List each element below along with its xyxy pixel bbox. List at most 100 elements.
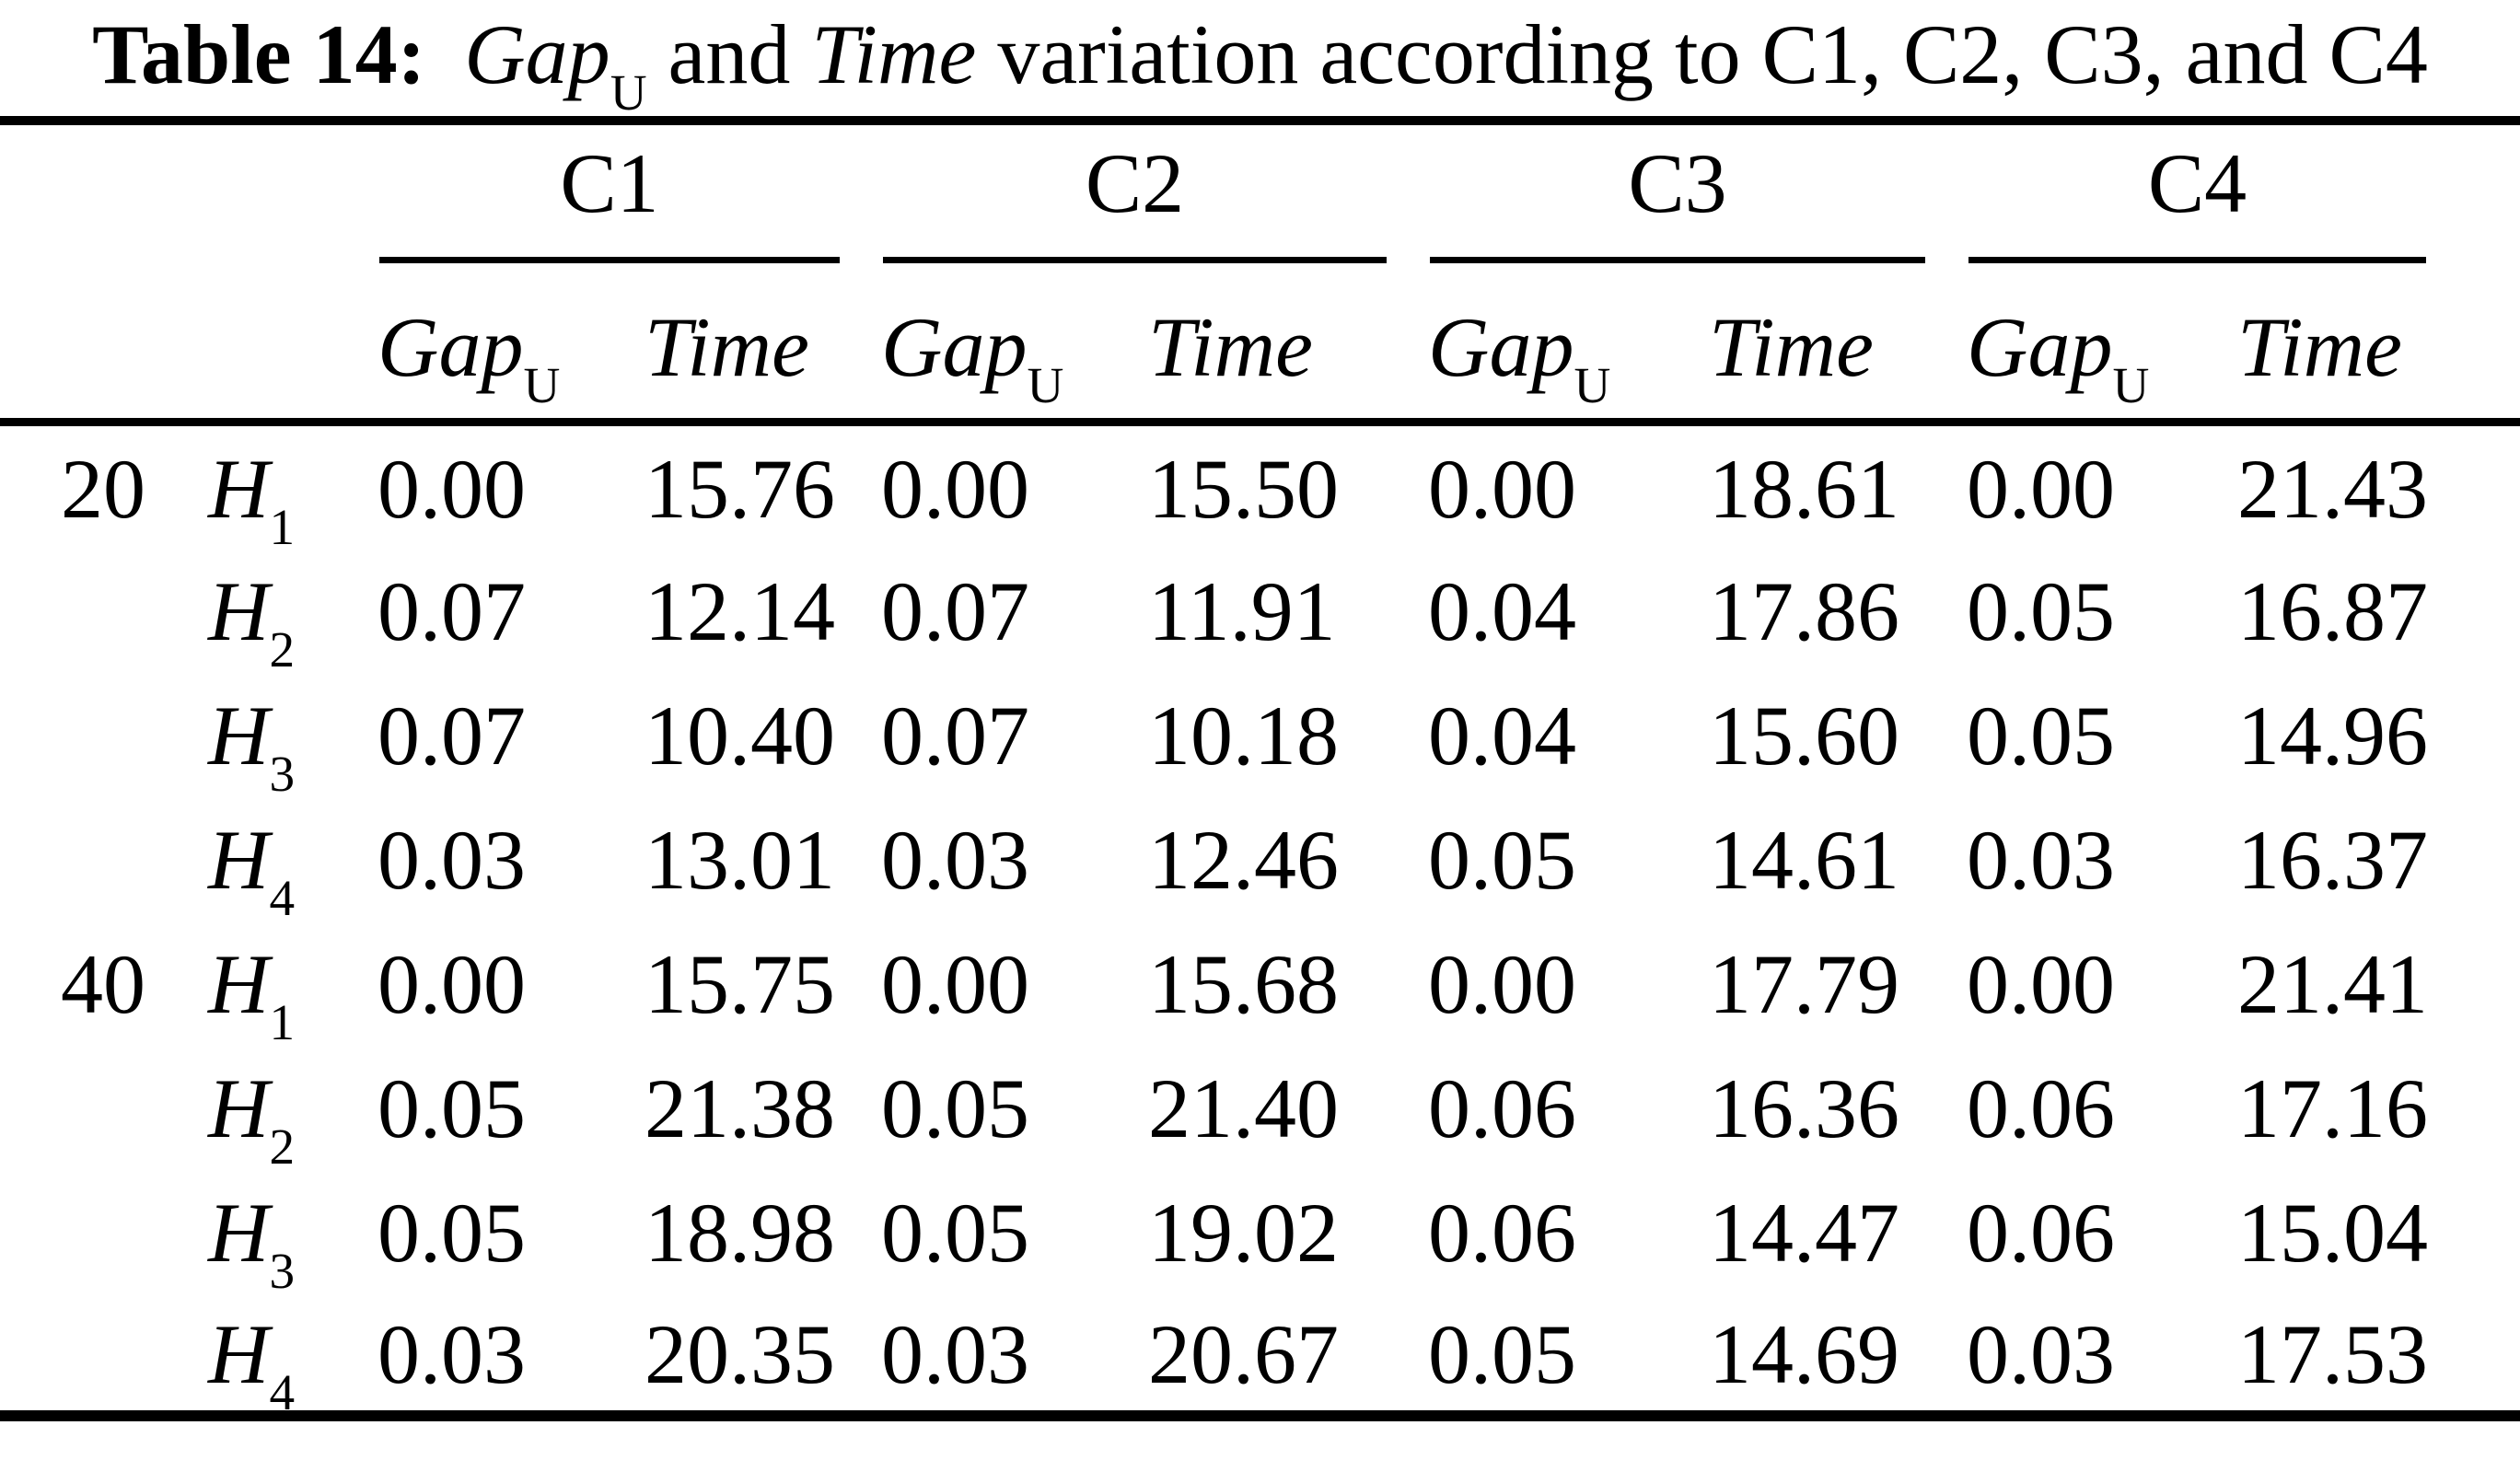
cell-c3-gap: 0.00 [1428,936,1576,1031]
cell-c2-gap: 0.00 [881,936,1029,1031]
cell-c3-gap: 0.06 [1428,1060,1576,1155]
cell-c1-gap: 0.07 [377,563,526,658]
cell-c3-time: 15.60 [1709,688,1899,782]
cell-c3-gap: 0.05 [1428,812,1576,907]
cell-c2-gap: 0.00 [881,442,1029,537]
cell-c2-gap: 0.03 [881,1306,1029,1401]
gap-subscript: U [523,357,561,414]
cell-c1-gap: 0.05 [377,1060,526,1155]
cell-c1-time: 13.01 [645,812,835,907]
cell-c4-gap: 0.03 [1967,1306,2115,1401]
table-row-40-h4: H4 0.03 20.35 0.03 20.67 0.05 14.69 0.03… [0,1292,2520,1418]
caption-gap-word: Gap [464,7,610,101]
caption-time-word: Time [811,7,977,101]
cell-c4-gap: 0.05 [1967,563,2115,658]
time-label: Time [1709,300,1874,395]
row-label-subscript: 2 [269,1118,296,1176]
group-size-cell [0,546,208,670]
group-header-c1-label: C1 [379,141,840,264]
subheader-row: GapU Time GapU Time GapU Time GapU Time [0,263,2520,426]
cell-c1-time: 10.40 [645,688,835,782]
cell-c3-time: 18.61 [1709,442,1899,537]
time-label: Time [645,300,809,395]
cell-c2-time: 12.46 [1148,812,1339,907]
row-label-subscript: 4 [269,1364,296,1421]
subheader-c3-time: Time [1709,263,1967,426]
group-header-c2-label: C2 [883,141,1387,264]
cell-c4-gap: 0.03 [1967,812,2115,907]
group-header-c3-label: C3 [1430,141,1925,264]
group-size-cell [0,794,208,919]
cell-c4-time: 15.04 [2237,1185,2428,1280]
table-row-20-h2: H2 0.07 12.14 0.07 11.91 0.04 17.86 0.05… [0,546,2520,675]
row-label-subscript: 3 [269,746,296,803]
cell-c4-gap: 0.06 [1967,1060,2115,1155]
row-label-cell: H3 [208,1167,377,1296]
results-table: C1 C2 C3 C4 GapU Time GapU Time GapU Tim… [0,116,2520,1422]
group-header-c2: C2 [881,121,1428,264]
group-size-cell [0,1292,208,1416]
cell-c4-time: 17.16 [2237,1060,2428,1155]
caption-label: Table 14: [92,7,426,101]
cell-c4-gap: 0.06 [1967,1185,2115,1280]
cell-c1-gap: 0.00 [377,442,526,537]
cell-c1-gap: 0.07 [377,688,526,782]
corner-cell [0,263,208,426]
cell-c1-gap: 0.03 [377,1306,526,1401]
row-label-subscript: 3 [269,1243,296,1300]
caption-and: and [646,7,812,101]
cell-c2-gap: 0.05 [881,1185,1029,1280]
row-label-h: H [208,442,270,537]
subheader-c2-time: Time [1148,263,1428,426]
cell-c3-time: 14.69 [1709,1306,1899,1401]
table-row-20-h3: H3 0.07 10.40 0.07 10.18 0.04 15.60 0.05… [0,670,2520,799]
cell-c2-time: 21.40 [1148,1060,1339,1155]
cell-c2-time: 15.50 [1148,442,1339,537]
group-header-row: C1 C2 C3 C4 [0,121,2520,264]
row-label-h: H [208,936,270,1031]
row-label-cell: H2 [208,1043,377,1172]
group-size-cell [0,670,208,794]
cell-c2-time: 11.91 [1148,563,1336,658]
caption-gap-subscript: U [610,64,647,122]
table-row-20-h1: 20 H1 0.00 15.76 0.00 15.50 0.00 18.61 0… [0,422,2520,552]
cell-c2-gap: 0.05 [881,1060,1029,1155]
cell-c1-time: 15.76 [645,442,835,537]
subheader-c4-gap: GapU [1967,263,2237,426]
cell-c3-time: 16.36 [1709,1060,1899,1155]
row-label-subscript: 1 [269,994,296,1051]
gap-subscript: U [1027,357,1064,414]
row-label-cell: H3 [208,670,377,799]
cell-c3-gap: 0.04 [1428,563,1576,658]
row-label-cell: H4 [208,1292,377,1418]
cell-c1-gap: 0.03 [377,812,526,907]
group-header-c4: C4 [1967,121,2520,264]
cell-c2-gap: 0.07 [881,563,1029,658]
cell-c4-time: 16.87 [2237,563,2428,658]
cell-c2-gap: 0.07 [881,688,1029,782]
subheader-c1-gap: GapU [377,263,645,426]
cell-c1-time: 12.14 [645,563,835,658]
cell-c1-time: 15.75 [645,936,835,1031]
cell-c4-time: 21.41 [2237,936,2428,1031]
cell-c3-gap: 0.05 [1428,1306,1576,1401]
table-caption: Table 14: GapU and Time variation accordi… [0,0,2520,118]
subheader-c2-gap: GapU [881,263,1148,426]
corner-cell [208,121,377,263]
cell-c3-gap: 0.06 [1428,1185,1576,1280]
table-row-20-h4: H4 0.03 13.01 0.03 12.46 0.05 14.61 0.03… [0,794,2520,923]
cell-c3-time: 17.86 [1709,563,1899,658]
cell-c3-time: 14.61 [1709,812,1899,907]
cell-c4-gap: 0.05 [1967,688,2115,782]
subheader-c3-gap: GapU [1428,263,1709,426]
row-label-h: H [208,688,270,782]
gap-subscript: U [2112,357,2150,414]
cell-c4-gap: 0.00 [1967,936,2115,1031]
row-label-h: H [208,563,270,658]
cell-c1-gap: 0.05 [377,1185,526,1280]
table-head: C1 C2 C3 C4 GapU Time GapU Time GapU Tim… [0,121,2520,426]
group-size-cell: 20 [61,442,145,537]
group-size-cell: 40 [61,936,145,1031]
gap-label: Gap [1428,300,1574,395]
group-header-c1: C1 [377,121,881,264]
